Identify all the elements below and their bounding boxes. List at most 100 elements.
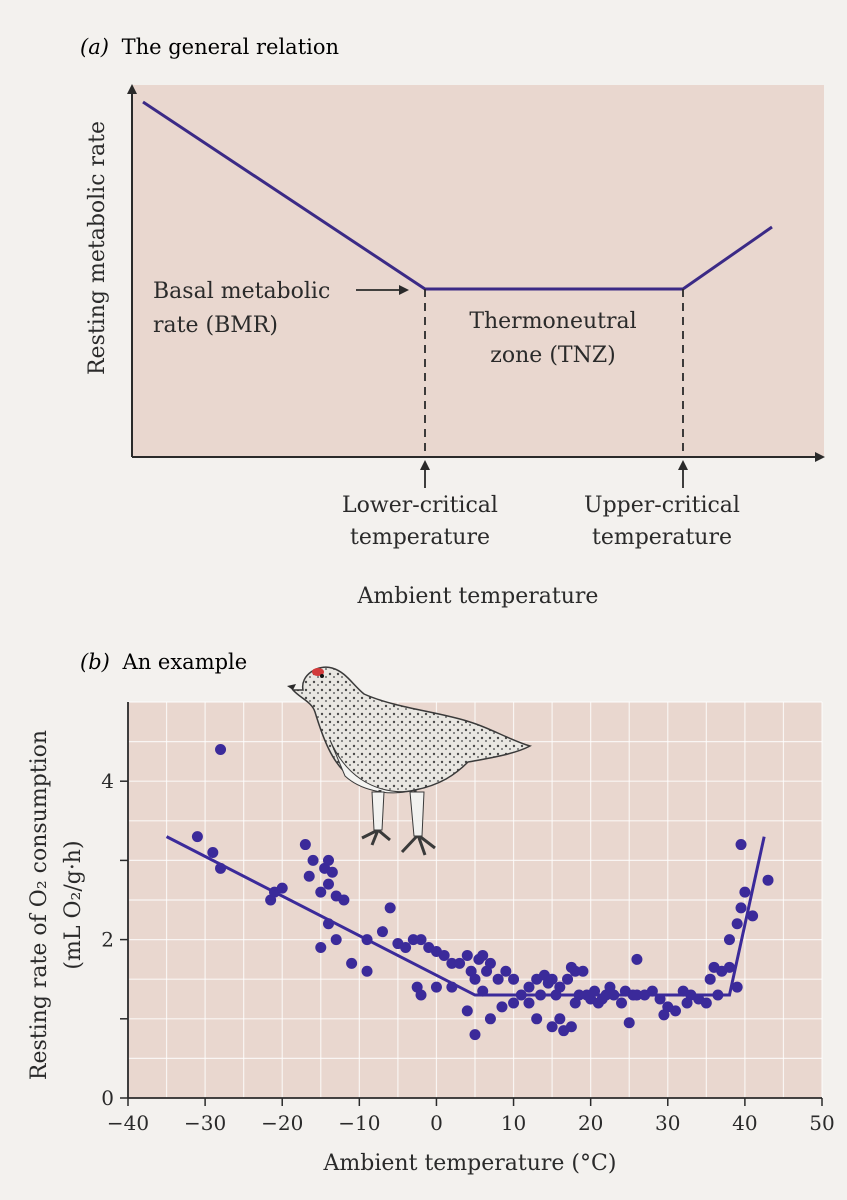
data-point [569, 965, 581, 977]
x-tick-label: −20 [261, 1111, 303, 1135]
y-tick-label: 0 [101, 1086, 114, 1110]
x-tick-label: 50 [809, 1111, 834, 1135]
data-point [562, 973, 574, 985]
data-point [361, 965, 373, 977]
y-tick-label: 4 [101, 769, 114, 793]
x-tick-label: 0 [430, 1111, 443, 1135]
data-point [315, 886, 327, 898]
data-point [322, 878, 334, 890]
data-point [735, 902, 747, 914]
lower-critical-label-line1: Lower-critical [342, 493, 498, 518]
data-point [276, 882, 288, 894]
data-point [577, 965, 589, 977]
data-point [430, 981, 442, 993]
data-point [735, 839, 747, 851]
data-point [623, 1017, 635, 1029]
data-point [307, 854, 319, 866]
x-tick-label: 40 [732, 1111, 757, 1135]
data-point [461, 1005, 473, 1017]
panel-a-letter: (a) [80, 35, 109, 59]
data-point [523, 997, 535, 1009]
panel-b-letter: (b) [80, 650, 110, 674]
data-point [731, 918, 743, 930]
data-point [461, 949, 473, 961]
data-point [531, 1013, 543, 1025]
data-point [492, 973, 504, 985]
y-tick-label: 2 [101, 928, 114, 952]
bmr-label-line1: Basal metabolic [153, 279, 330, 304]
data-point [330, 934, 342, 946]
panel-b-label: (b) An example [80, 650, 247, 674]
data-point [411, 981, 423, 993]
x-tick-label: 20 [578, 1111, 603, 1135]
data-point [191, 831, 203, 843]
data-point [554, 1013, 566, 1025]
panel-b-x-label: Ambient temperature (°C) [323, 1151, 617, 1176]
panel-a: (a) The general relation Resting metabol… [80, 35, 825, 609]
data-point [438, 949, 450, 961]
data-point [415, 934, 427, 946]
panel-a-y-label: Resting metabolic rate [85, 121, 110, 375]
panel-a-plot-area [132, 85, 824, 457]
panel-b-y-ticks: 0 2 4 [101, 769, 128, 1110]
data-point [496, 1001, 508, 1013]
data-point [523, 981, 535, 993]
data-point [484, 1013, 496, 1025]
data-point [616, 997, 628, 1009]
data-point [669, 1005, 681, 1017]
panel-b-title: An example [122, 650, 248, 674]
data-point [299, 839, 311, 851]
data-point [400, 942, 412, 954]
data-point [484, 957, 496, 969]
data-point [546, 1021, 558, 1033]
data-point [700, 997, 712, 1009]
data-point [731, 981, 743, 993]
x-tick-label: −10 [338, 1111, 380, 1135]
tnz-label-line1: Thermoneutral [469, 309, 636, 334]
panel-a-title: The general relation [122, 35, 339, 59]
data-point [546, 973, 558, 985]
data-point [322, 854, 334, 866]
x-tick-label: −40 [107, 1111, 149, 1135]
data-point [704, 973, 716, 985]
upper-critical-label-line1: Upper-critical [584, 493, 740, 518]
data-point [346, 957, 358, 969]
data-point [454, 957, 466, 969]
data-point [508, 997, 520, 1009]
data-point [315, 942, 327, 954]
data-point [407, 934, 419, 946]
panel-b-x-ticks: −40 −30 −20 −10 0 10 20 30 40 50 [107, 1098, 835, 1135]
data-point [207, 846, 219, 858]
data-point [477, 949, 489, 961]
panel-a-metabolic-line [142, 100, 773, 291]
panel-a-x-label: Ambient temperature [357, 584, 599, 609]
upper-critical-label-line2: temperature [592, 525, 732, 550]
data-point [762, 874, 774, 886]
data-point [565, 1021, 577, 1033]
data-point [215, 744, 227, 756]
data-point [739, 886, 751, 898]
bmr-label-line2: rate (BMR) [153, 313, 278, 338]
data-point [723, 934, 735, 946]
x-tick-label: −30 [184, 1111, 226, 1135]
ptarmigan-bird-icon [287, 666, 532, 856]
data-point [554, 981, 566, 993]
data-point [508, 973, 520, 985]
panel-a-label: (a) The general relation [80, 35, 339, 59]
panel-b-fit-line [165, 835, 766, 997]
tnz-label-line2: zone (TNZ) [490, 343, 615, 368]
panel-b-y-label-line2: (mL O₂/g·h) [61, 840, 86, 969]
data-point [500, 965, 512, 977]
data-point [338, 894, 350, 906]
x-tick-label: 10 [501, 1111, 526, 1135]
x-tick-label: 30 [655, 1111, 680, 1135]
data-point [723, 961, 735, 973]
panel-b: (b) An example −40 −30 −20 −10 0 10 20 30 40 50 0… [27, 650, 835, 1176]
data-point [384, 902, 396, 914]
data-point [631, 953, 643, 965]
data-point [326, 866, 338, 878]
data-point [376, 926, 388, 938]
data-point [469, 973, 481, 985]
